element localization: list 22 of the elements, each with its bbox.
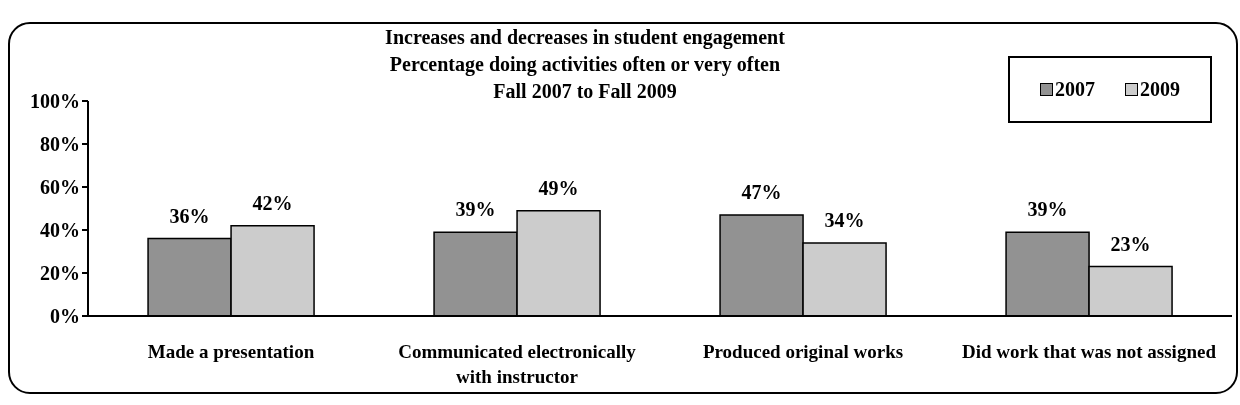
y-tick-label: 0% — [50, 305, 80, 328]
y-tick-label: 80% — [40, 133, 80, 156]
data-label: 39% — [1027, 198, 1068, 221]
chart-title: Increases and decreases in student engagement — [384, 25, 786, 51]
data-label: 47% — [741, 180, 782, 203]
data-label: 39% — [455, 198, 496, 221]
data-label: 49% — [538, 176, 579, 199]
x-tick-label: Did work that was not assigned — [962, 341, 1217, 362]
y-tick-label: 100% — [30, 90, 80, 113]
data-label: 34% — [824, 208, 865, 231]
legend-label: 2009 — [1139, 78, 1180, 101]
x-tick-label: Communicated electronically with instructor — [398, 341, 637, 387]
data-label: 23% — [1110, 232, 1151, 255]
x-tick-label: Produced original works — [702, 341, 904, 362]
y-tick-label: 40% — [40, 219, 80, 242]
x-tick-label: Made a presentation — [147, 341, 315, 362]
legend-label: 2007 — [1054, 78, 1095, 101]
data-label: 36% — [169, 204, 210, 227]
data-label: 42% — [252, 191, 293, 214]
chart-subtitle: Percentage doing activities often or very often Fall 2007 to Fall 2009 — [388, 52, 782, 104]
y-tick-label: 20% — [40, 262, 80, 285]
y-tick-label: 60% — [40, 176, 80, 199]
